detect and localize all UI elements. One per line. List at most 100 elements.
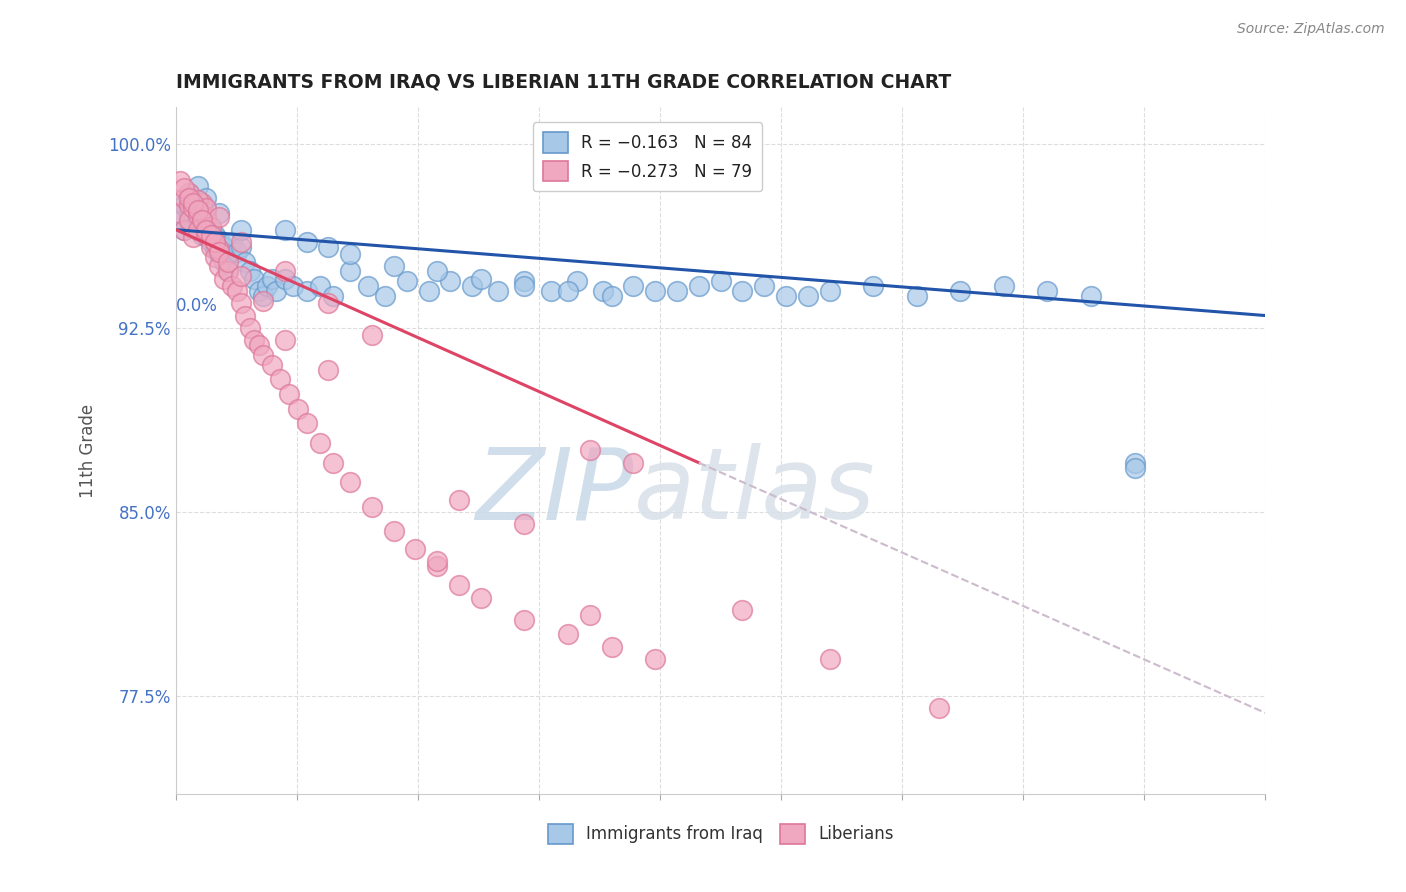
Text: ZIP: ZIP xyxy=(475,443,633,541)
Point xyxy=(818,652,841,666)
Point xyxy=(186,212,209,227)
Point xyxy=(200,220,222,235)
Point xyxy=(177,186,200,200)
Point xyxy=(295,235,318,249)
Point xyxy=(382,260,405,274)
Point xyxy=(318,362,340,376)
Point xyxy=(186,203,209,218)
Point xyxy=(644,284,666,298)
Point xyxy=(540,284,562,298)
Point xyxy=(274,222,297,236)
Point xyxy=(195,222,218,236)
Point xyxy=(173,222,195,236)
Point xyxy=(688,279,710,293)
Point xyxy=(905,289,928,303)
Point xyxy=(252,348,274,362)
Point xyxy=(169,205,191,219)
Text: IMMIGRANTS FROM IRAQ VS LIBERIAN 11TH GRADE CORRELATION CHART: IMMIGRANTS FROM IRAQ VS LIBERIAN 11TH GR… xyxy=(176,72,950,92)
Point xyxy=(447,578,470,592)
Point xyxy=(287,401,309,416)
Point xyxy=(928,701,950,715)
Point xyxy=(318,296,340,310)
Point xyxy=(274,264,297,278)
Point xyxy=(579,607,602,622)
Point xyxy=(186,193,209,207)
Point xyxy=(1123,460,1146,475)
Point xyxy=(191,211,214,225)
Point xyxy=(239,320,262,334)
Point xyxy=(295,284,318,298)
Point xyxy=(169,173,191,187)
Point xyxy=(405,541,427,556)
Point xyxy=(395,274,418,288)
Text: Source: ZipAtlas.com: Source: ZipAtlas.com xyxy=(1237,22,1385,37)
Point xyxy=(181,220,204,235)
Point xyxy=(486,284,509,298)
Point xyxy=(191,195,214,210)
Point xyxy=(195,211,218,225)
Point xyxy=(447,492,470,507)
Point xyxy=(231,296,253,310)
Point xyxy=(339,247,361,261)
Point xyxy=(439,274,461,288)
Point xyxy=(177,198,200,212)
Point xyxy=(513,274,536,288)
Point xyxy=(513,516,536,531)
Point xyxy=(710,274,733,288)
Point xyxy=(181,201,204,215)
Point xyxy=(600,289,623,303)
Point xyxy=(1080,289,1102,303)
Point xyxy=(731,603,754,617)
Point xyxy=(208,211,231,225)
Point xyxy=(225,284,247,298)
Point xyxy=(186,178,209,193)
Point xyxy=(470,591,492,605)
Point xyxy=(186,208,209,222)
Point xyxy=(221,235,243,249)
Point xyxy=(260,271,283,285)
Point xyxy=(177,205,200,219)
Point xyxy=(208,243,231,257)
Point xyxy=(731,284,754,298)
Point xyxy=(243,333,266,347)
Point xyxy=(177,212,200,227)
Point xyxy=(993,279,1015,293)
Point xyxy=(256,279,278,293)
Y-axis label: 11th Grade: 11th Grade xyxy=(79,403,97,498)
Point xyxy=(260,358,283,372)
Point xyxy=(231,269,253,284)
Legend: Immigrants from Iraq, Liberians: Immigrants from Iraq, Liberians xyxy=(541,817,900,851)
Point xyxy=(200,220,222,235)
Point xyxy=(269,372,291,386)
Point xyxy=(274,333,297,347)
Point xyxy=(195,201,218,215)
Point xyxy=(212,254,235,268)
Point xyxy=(181,230,204,244)
Point xyxy=(247,338,270,352)
Point xyxy=(200,240,222,254)
Point xyxy=(191,212,214,227)
Point xyxy=(862,279,884,293)
Point xyxy=(621,456,644,470)
Point xyxy=(1123,456,1146,470)
Point xyxy=(796,289,818,303)
Point xyxy=(208,260,231,274)
Point xyxy=(592,284,614,298)
Point xyxy=(356,279,378,293)
Point xyxy=(217,254,239,268)
Point xyxy=(217,264,239,278)
Point xyxy=(308,436,330,450)
Point xyxy=(318,240,340,254)
Point xyxy=(177,186,200,200)
Point xyxy=(191,211,214,225)
Point xyxy=(949,284,972,298)
Point xyxy=(557,284,579,298)
Point xyxy=(208,205,231,219)
Point xyxy=(339,264,361,278)
Point xyxy=(225,244,247,259)
Point xyxy=(195,218,218,232)
Point xyxy=(181,208,204,222)
Point xyxy=(231,222,253,236)
Point xyxy=(818,284,841,298)
Point xyxy=(191,227,214,242)
